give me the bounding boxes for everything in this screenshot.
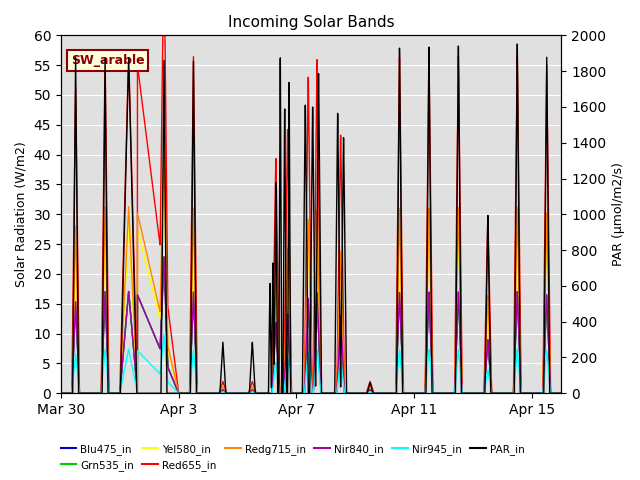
Grn535_in: [355, 390, 362, 396]
Yel580_in: [527, 390, 534, 396]
Line: PAR_in: PAR_in: [61, 44, 561, 393]
Line: Yel580_in: Yel580_in: [61, 166, 561, 393]
Blu475_in: [317, 381, 324, 386]
Blu475_in: [57, 390, 65, 396]
Grn535_in: [472, 390, 479, 396]
Line: Nir840_in: Nir840_in: [61, 257, 561, 393]
Grn535_in: [399, 389, 407, 395]
Blu475_in: [503, 390, 511, 396]
PAR_in: [527, 390, 534, 396]
Yel580_in: [503, 390, 511, 396]
Nir945_in: [355, 390, 362, 396]
Nir840_in: [317, 381, 324, 386]
Redg715_in: [527, 390, 534, 396]
Grn535_in: [527, 390, 534, 396]
Grn535_in: [317, 381, 324, 386]
Nir945_in: [399, 390, 407, 396]
Blu475_in: [472, 390, 479, 396]
Nir840_in: [527, 390, 534, 396]
Redg715_in: [57, 390, 65, 396]
Red655_in: [317, 358, 324, 364]
Yel580_in: [57, 390, 65, 396]
Red655_in: [355, 390, 362, 396]
Text: SW_arable: SW_arable: [71, 54, 145, 67]
Blu475_in: [399, 389, 407, 395]
PAR_in: [503, 390, 511, 396]
Nir840_in: [472, 390, 479, 396]
Grn535_in: [503, 390, 511, 396]
Line: Red655_in: Red655_in: [61, 36, 561, 393]
Redg715_in: [160, 141, 168, 146]
Nir945_in: [472, 390, 479, 396]
Red655_in: [557, 390, 565, 396]
Blu475_in: [355, 390, 362, 396]
Nir840_in: [399, 389, 407, 395]
Redg715_in: [317, 372, 324, 378]
Nir945_in: [557, 390, 565, 396]
Redg715_in: [355, 390, 362, 396]
Title: Incoming Solar Bands: Incoming Solar Bands: [228, 15, 394, 30]
Yel580_in: [399, 388, 407, 394]
Red655_in: [472, 390, 479, 396]
Redg715_in: [503, 390, 511, 396]
Nir945_in: [317, 386, 324, 392]
Red655_in: [399, 386, 407, 392]
PAR_in: [57, 390, 65, 396]
PAR_in: [399, 390, 407, 396]
Red655_in: [159, 33, 166, 38]
PAR_in: [354, 390, 362, 396]
Line: Nir945_in: Nir945_in: [61, 334, 561, 393]
Red655_in: [527, 390, 534, 396]
Line: Redg715_in: Redg715_in: [61, 144, 561, 393]
PAR_in: [472, 390, 479, 396]
Nir945_in: [503, 390, 511, 396]
Yel580_in: [472, 390, 479, 396]
Grn535_in: [160, 254, 168, 260]
Nir840_in: [355, 390, 362, 396]
Blu475_in: [160, 254, 168, 260]
Nir840_in: [557, 390, 565, 396]
Nir945_in: [527, 390, 534, 396]
Line: Grn535_in: Grn535_in: [61, 257, 561, 393]
Redg715_in: [557, 390, 565, 396]
Blu475_in: [527, 390, 534, 396]
Yel580_in: [160, 163, 168, 169]
Nir840_in: [57, 390, 65, 396]
Redg715_in: [472, 390, 479, 396]
Yel580_in: [317, 374, 324, 380]
Yel580_in: [355, 390, 362, 396]
Redg715_in: [399, 388, 407, 394]
Blu475_in: [557, 390, 565, 396]
Grn535_in: [57, 390, 65, 396]
PAR_in: [317, 268, 324, 274]
Nir945_in: [160, 331, 168, 337]
PAR_in: [557, 390, 565, 396]
Y-axis label: PAR (μmol/m2/s): PAR (μmol/m2/s): [612, 162, 625, 266]
Y-axis label: Solar Radiation (W/m2): Solar Radiation (W/m2): [15, 142, 28, 287]
Nir840_in: [160, 254, 168, 260]
Grn535_in: [557, 390, 565, 396]
PAR_in: [513, 41, 521, 47]
Red655_in: [503, 390, 511, 396]
Nir945_in: [57, 390, 65, 396]
Yel580_in: [557, 390, 565, 396]
Red655_in: [57, 390, 65, 396]
Line: Blu475_in: Blu475_in: [61, 257, 561, 393]
Nir840_in: [503, 390, 511, 396]
Legend: Blu475_in, Grn535_in, Yel580_in, Red655_in, Redg715_in, Nir840_in, Nir945_in, PA: Blu475_in, Grn535_in, Yel580_in, Red655_…: [56, 439, 529, 475]
